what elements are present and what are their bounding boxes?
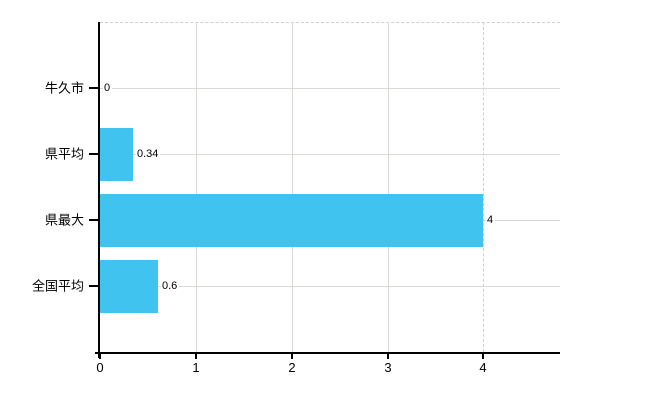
x-axis-line <box>95 352 560 354</box>
y-tick-1 <box>89 153 98 155</box>
plot-top-border <box>100 22 560 23</box>
x-tick-label-0: 0 <box>96 360 104 375</box>
x-tick-1 <box>195 354 197 359</box>
category-label-0: 牛久市 <box>44 80 84 96</box>
value-label-県最大: 4 <box>486 214 496 226</box>
category-label-1: 県平均 <box>44 146 84 162</box>
bar-全国平均[interactable] <box>100 260 158 313</box>
y-tick-0 <box>89 87 98 89</box>
gridline-x-1 <box>196 22 197 352</box>
y-axis-line <box>98 22 100 358</box>
value-label-県平均: 0.34 <box>136 148 161 160</box>
y-tick-3 <box>89 285 98 287</box>
gridline-category-1 <box>100 154 560 155</box>
x-tick-3 <box>387 354 389 359</box>
gridline-x-3 <box>388 22 389 352</box>
category-label-2: 県最大 <box>44 212 84 228</box>
gridline-category-3 <box>100 286 560 287</box>
value-label-全国平均: 0.6 <box>161 280 180 292</box>
x-tick-label-2: 2 <box>288 360 296 375</box>
x-tick-2 <box>291 354 293 359</box>
bar-県最大[interactable] <box>100 194 483 247</box>
y-tick-2 <box>89 219 98 221</box>
value-label-牛久市: 0 <box>103 82 113 94</box>
category-label-3: 全国平均 <box>31 278 84 294</box>
gridline-category-0 <box>100 88 560 89</box>
x-tick-4 <box>482 354 484 359</box>
bar-県平均[interactable] <box>100 128 133 181</box>
x-tick-label-3: 3 <box>384 360 392 375</box>
x-tick-label-4: 4 <box>479 360 487 375</box>
x-tick-label-1: 1 <box>192 360 200 375</box>
x-tick-0 <box>99 354 101 359</box>
gridline-x-2 <box>292 22 293 352</box>
gridline-x-4 <box>483 22 484 352</box>
